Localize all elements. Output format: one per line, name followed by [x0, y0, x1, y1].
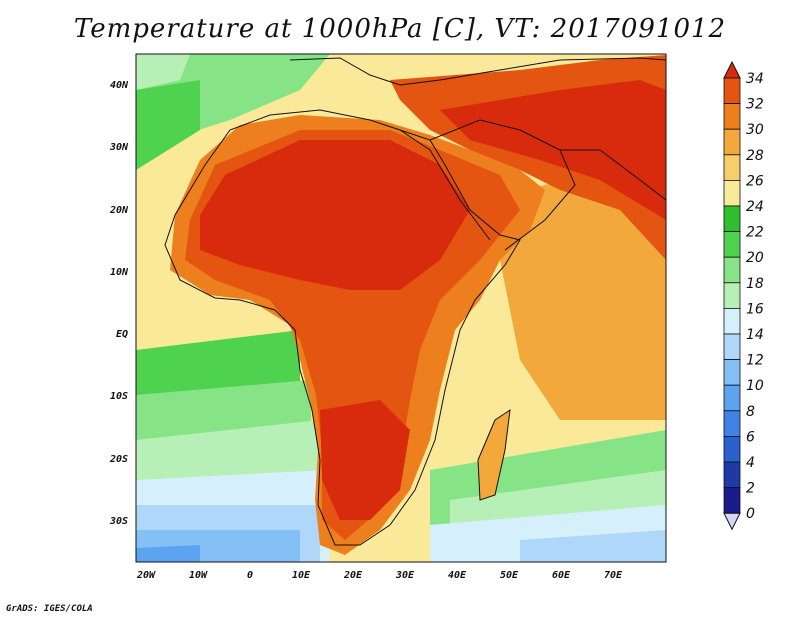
colorbar-segment — [723, 435, 741, 463]
lon-label: 10E — [292, 570, 311, 581]
colorbar-segment — [723, 410, 741, 437]
lat-label: 30N — [109, 142, 129, 153]
lon-label: 20E — [343, 570, 363, 581]
lon-label: 20W — [136, 570, 156, 581]
colorbar-segment — [723, 128, 741, 156]
colorbar-segment — [723, 307, 741, 335]
temperature-field — [136, 54, 666, 562]
lon-label: 50E — [500, 570, 519, 581]
colorbar-segment — [723, 384, 741, 412]
lon-axis: 20W 10W 0 10E 20E 30E 40E 50E 60E 70E — [136, 570, 623, 581]
colorbar-label: 24 — [746, 199, 764, 215]
lat-label: 40N — [110, 80, 129, 91]
colorbar-label: 2 — [746, 481, 755, 497]
colorbar-segment — [723, 282, 741, 309]
colorbar-label: 8 — [746, 404, 755, 420]
colorbar-segment — [723, 205, 741, 233]
map-title: Temperature at 1000hPa [C], VT: 20170910… — [73, 14, 727, 44]
coastlines — [164, 57, 666, 546]
lon-label: 10W — [189, 570, 208, 581]
lon-label: 60E — [552, 570, 571, 581]
colorbar-label: 34 — [746, 71, 764, 87]
lon-label: 40E — [448, 570, 467, 581]
lat-label: 10N — [110, 267, 129, 278]
colorbar-label: 22 — [746, 225, 764, 241]
colorbar-segment — [723, 256, 741, 284]
colorbar-min-triangle — [723, 512, 741, 531]
colorbar-label: 4 — [746, 455, 755, 471]
colorbar-label: 30 — [746, 122, 764, 138]
lat-label: EQ — [116, 329, 128, 340]
colorbar-label: 16 — [746, 301, 764, 317]
colorbar-label: 26 — [746, 173, 764, 189]
colorbar-label: 6 — [746, 429, 755, 445]
lon-label: 0 — [247, 570, 253, 581]
colorbar-label: 12 — [746, 353, 764, 369]
colorbar-label: 18 — [746, 276, 764, 292]
lon-label: 70E — [604, 570, 623, 581]
lon-label: 30E — [395, 570, 415, 581]
colorbar-segment — [723, 154, 741, 181]
lat-label: 20N — [109, 205, 129, 216]
colorbar-segment — [723, 333, 741, 361]
colorbar-label: 14 — [746, 327, 764, 343]
lat-axis: 40N 30N 20N 10N EQ 10S 20S 30S — [109, 80, 129, 527]
colorbar-segment — [723, 179, 741, 207]
map-frame — [135, 53, 667, 563]
colorbar-label: 20 — [746, 250, 764, 266]
colorbar-segment — [723, 487, 741, 514]
colorbar-segment — [723, 231, 741, 258]
colorbar-segment — [723, 461, 741, 489]
colorbar-segment — [723, 103, 741, 130]
colorbar-segment — [723, 359, 741, 386]
lat-label: 30S — [109, 516, 128, 527]
colorbar-segment — [723, 77, 741, 105]
credit-text: GrADS: IGES/COLA — [6, 604, 93, 614]
lat-label: 20S — [109, 454, 128, 465]
colorbar-label: 28 — [746, 148, 764, 164]
colorbar-label: 32 — [746, 97, 764, 113]
colorbar-label: 0 — [746, 506, 755, 522]
colorbar-label: 10 — [746, 378, 764, 394]
lat-label: 10S — [110, 391, 128, 402]
colorbar-max-triangle — [723, 60, 741, 79]
